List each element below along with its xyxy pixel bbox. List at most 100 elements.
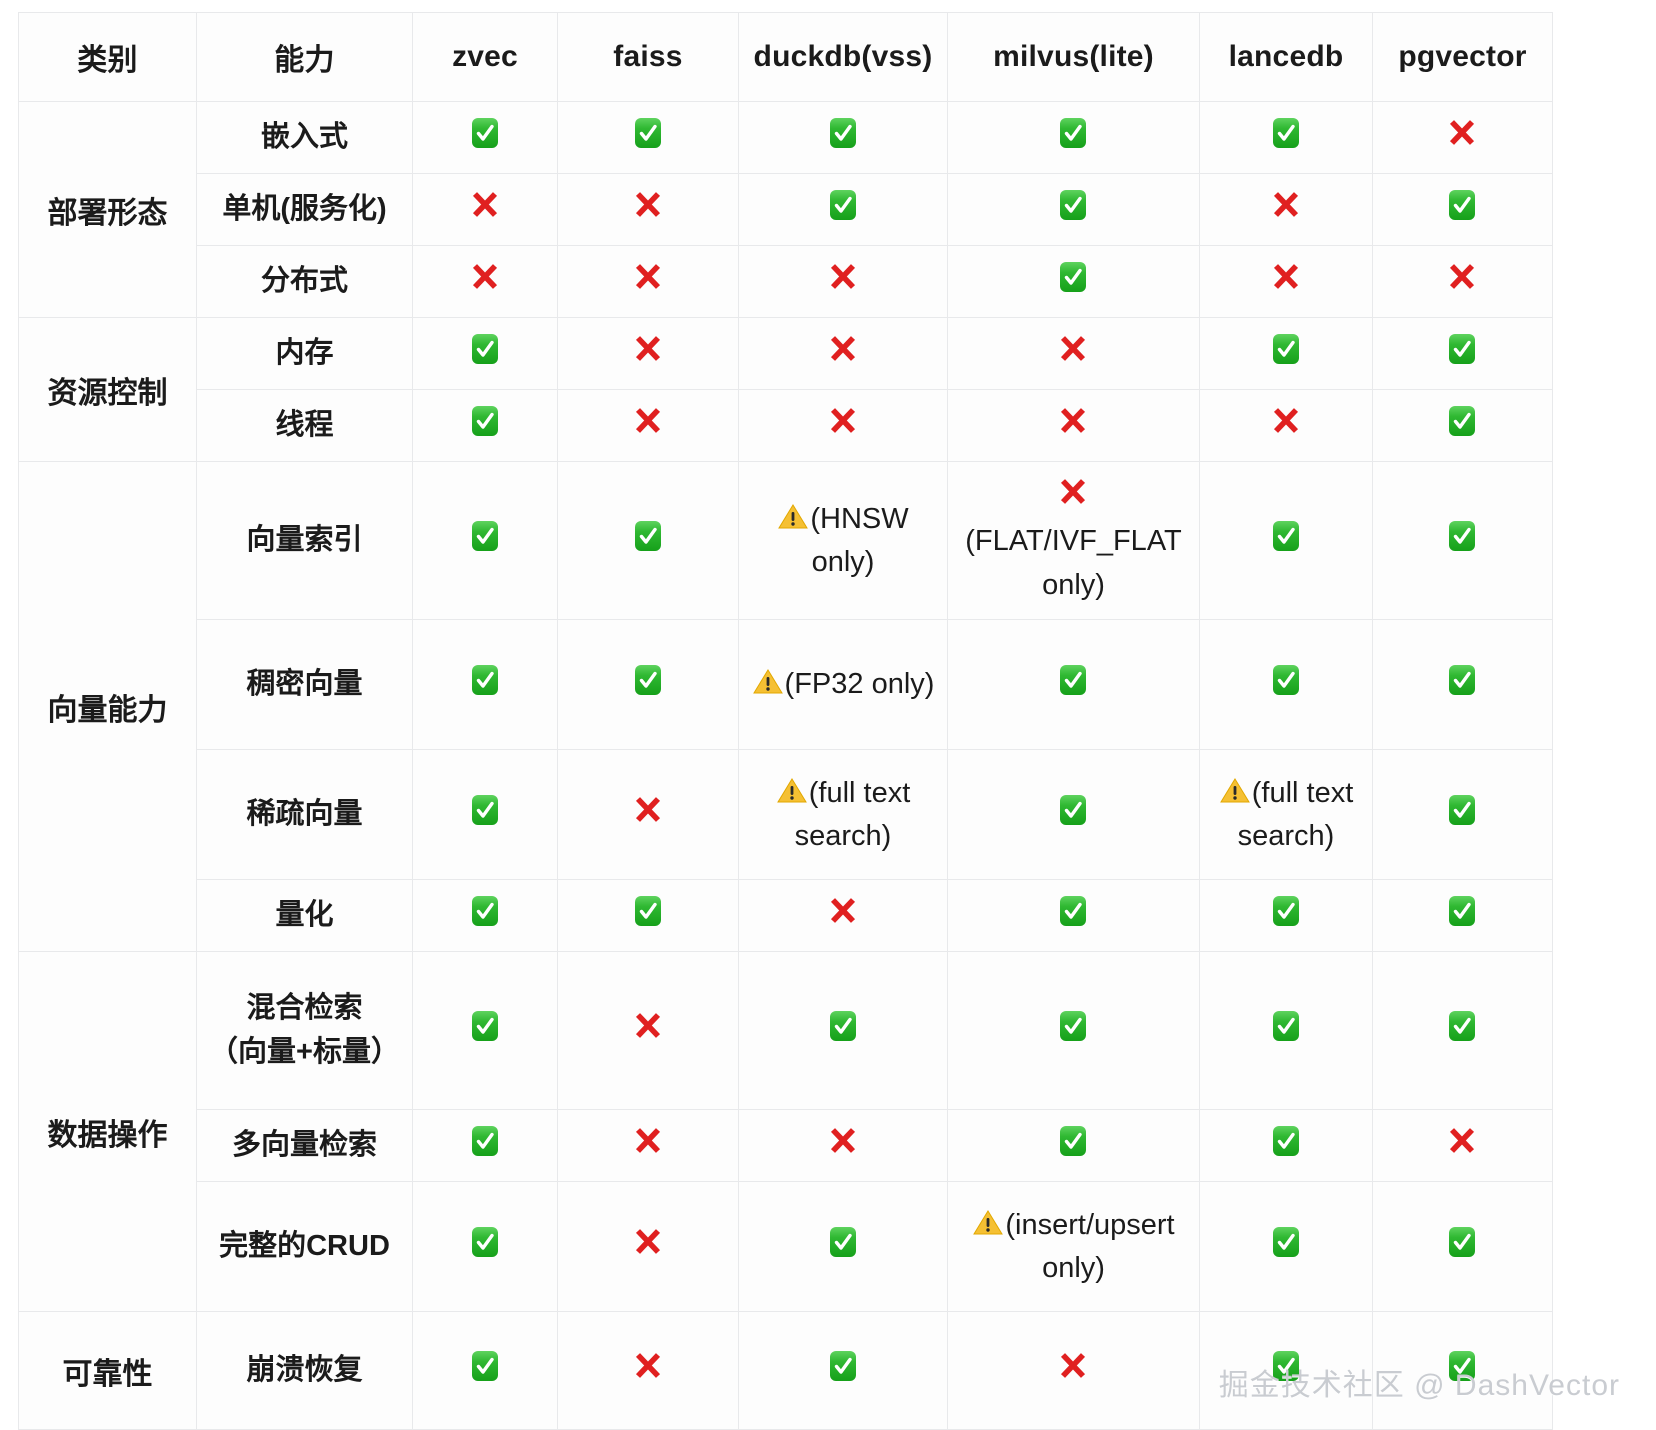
check-icon	[825, 1224, 861, 1260]
check-icon	[630, 518, 666, 554]
cross-icon	[630, 1123, 666, 1159]
support-cell-duckdb	[738, 389, 948, 462]
support-cell-milvus	[947, 101, 1200, 174]
table-row: 部署形态 嵌入式	[18, 101, 1553, 318]
capability-cell: 崩溃恢复	[196, 1311, 413, 1430]
support-value	[630, 1353, 667, 1387]
check-icon	[467, 403, 503, 439]
check-icon	[825, 187, 861, 223]
support-value	[1268, 521, 1305, 557]
cross-icon	[630, 259, 666, 295]
table-row: 资源控制 内存	[18, 317, 1553, 462]
support-cell-faiss	[557, 173, 739, 246]
check-icon	[1444, 403, 1480, 439]
support-cell-faiss	[557, 461, 739, 620]
capability-cell: 完整的CRUD	[196, 1181, 413, 1312]
support-cell-lancedb	[1199, 101, 1373, 174]
column-header-lancedb: lancedb	[1199, 12, 1373, 102]
check-icon	[630, 893, 666, 929]
check-icon	[1268, 1224, 1304, 1260]
check-icon	[1268, 1123, 1304, 1159]
support-note: (full text search)	[794, 776, 911, 853]
capability-cell: 稀疏向量	[196, 749, 413, 880]
check-icon	[467, 662, 503, 698]
support-cell-duckdb	[738, 101, 948, 174]
support-cell-faiss	[557, 879, 739, 952]
support-value	[1268, 408, 1305, 442]
support-value	[1268, 192, 1305, 226]
check-icon	[1444, 893, 1480, 929]
support-cell-zvec	[412, 173, 558, 246]
column-header-zvec: zvec	[412, 12, 558, 102]
check-icon	[825, 1008, 861, 1044]
header-row: 类别 能力 zvec faiss duckdb(vss) milvus(lite) lanc…	[18, 12, 1553, 102]
support-cell-duckdb	[738, 879, 948, 952]
cross-icon	[825, 403, 861, 439]
support-cell-faiss	[557, 317, 739, 390]
support-cell-pgvector	[1372, 1109, 1553, 1182]
category-cell: 部署形态	[18, 101, 197, 318]
support-value	[467, 795, 504, 831]
check-icon	[467, 1008, 503, 1044]
support-cell-lancedb	[1199, 461, 1373, 620]
support-value	[825, 118, 862, 154]
support-cell-duckdb	[738, 1311, 948, 1430]
check-icon	[467, 792, 503, 828]
support-value	[1268, 264, 1305, 298]
support-cell-lancedb	[1199, 951, 1373, 1110]
support-cell-milvus	[947, 619, 1200, 750]
support-value	[1444, 120, 1481, 154]
check-icon	[1055, 893, 1091, 929]
support-cell-pgvector	[1372, 1181, 1553, 1312]
support-cell-pgvector	[1372, 461, 1553, 620]
capability-cell: 线程	[196, 389, 413, 462]
support-cell-lancedb	[1199, 879, 1373, 952]
check-icon	[1268, 1348, 1304, 1384]
support-value	[1444, 665, 1481, 701]
check-icon	[825, 1348, 861, 1384]
support-value: (FLAT/IVF_FLAT only)	[965, 479, 1182, 601]
support-cell-zvec	[412, 951, 558, 1110]
cross-icon	[1444, 115, 1480, 151]
support-cell-pgvector	[1372, 245, 1553, 318]
support-cell-zvec	[412, 245, 558, 318]
support-cell-zvec	[412, 879, 558, 952]
support-cell-pgvector	[1372, 1311, 1553, 1430]
support-value	[1444, 1128, 1481, 1162]
check-icon	[1268, 662, 1304, 698]
support-cell-faiss	[557, 749, 739, 880]
column-header-pgvector: pgvector	[1372, 12, 1553, 102]
cross-icon	[1268, 187, 1304, 223]
support-cell-zvec	[412, 1109, 558, 1182]
support-cell-duckdb	[738, 1181, 948, 1312]
check-icon	[1444, 187, 1480, 223]
check-icon	[1055, 259, 1091, 295]
support-note: (FP32 only)	[784, 668, 935, 701]
support-cell-duckdb: (HNSW only)	[738, 461, 948, 620]
support-value: (insert/upsert only)	[972, 1208, 1175, 1285]
support-value	[630, 336, 667, 370]
support-value	[630, 1229, 667, 1263]
support-value	[467, 1126, 504, 1162]
support-cell-milvus	[947, 879, 1200, 952]
support-note: (insert/upsert only)	[1005, 1208, 1175, 1285]
check-icon	[1444, 331, 1480, 367]
support-cell-faiss	[557, 389, 739, 462]
support-cell-zvec	[412, 619, 558, 750]
support-value	[630, 797, 667, 831]
support-value	[1055, 262, 1092, 298]
support-cell-milvus	[947, 389, 1200, 462]
cross-icon	[630, 1224, 666, 1260]
support-value	[825, 898, 862, 932]
table-row: 向量能力 向量索引 (HNSW only) (FLAT/IVF_FLAT only)	[18, 461, 1553, 952]
support-cell-milvus: (insert/upsert only)	[947, 1181, 1200, 1312]
support-value: (FP32 only)	[752, 668, 935, 701]
support-value	[1055, 1011, 1092, 1047]
support-cell-milvus	[947, 173, 1200, 246]
support-value	[1268, 896, 1305, 932]
cross-icon	[825, 331, 861, 367]
check-icon	[467, 1224, 503, 1260]
support-cell-milvus	[947, 245, 1200, 318]
support-value: (full text search)	[1219, 777, 1353, 852]
support-value	[1268, 665, 1305, 701]
